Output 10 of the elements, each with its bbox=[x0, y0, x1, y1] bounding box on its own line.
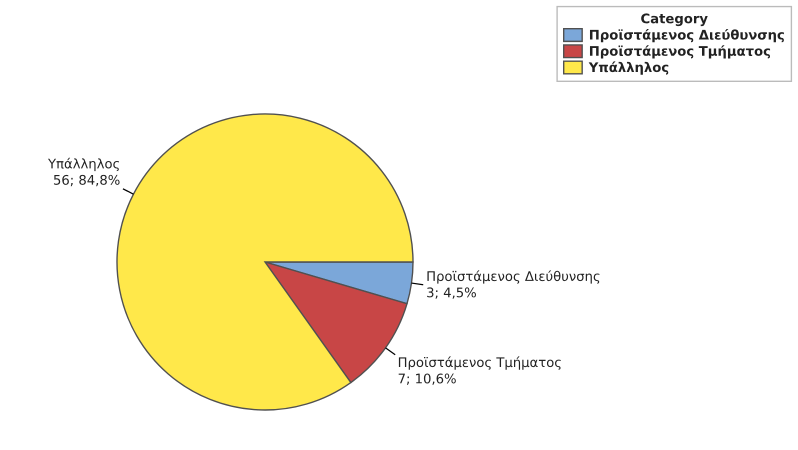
legend-label: Προϊστάμενος Διεύθυνσης bbox=[590, 28, 784, 42]
legend-title: Category bbox=[641, 13, 708, 26]
slice-label: Προϊστάμενος Τμήματος bbox=[398, 356, 561, 370]
slice-label: Προϊστάμενος Διεύθυνσης bbox=[427, 270, 600, 284]
data-label: 7; 10,6% bbox=[398, 374, 456, 385]
legend-label: Προϊστάμενος Τμήματος bbox=[590, 45, 770, 58]
slice-label: Υπάλληλος bbox=[48, 158, 119, 172]
legend-label: Υπάλληλος bbox=[588, 61, 668, 75]
data-label: 56; 84,8% bbox=[54, 174, 120, 186]
data-label: 3; 4,5% bbox=[427, 287, 476, 299]
